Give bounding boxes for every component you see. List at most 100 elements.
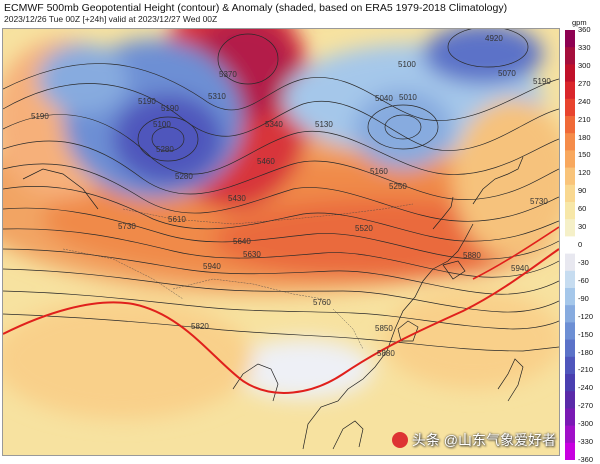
anomaly-shading xyxy=(3,29,559,419)
contour-label: 5630 xyxy=(243,250,261,259)
contour-label: 5280 xyxy=(156,145,174,154)
colorbar-tick-label: -60 xyxy=(578,275,589,285)
colorbar-swatch xyxy=(565,47,575,65)
colorbar-swatch xyxy=(565,339,575,358)
borders xyxy=(62,203,414,350)
map-valid-time: 2023/12/26 Tue 00Z [+24h] valid at 2023/… xyxy=(4,14,218,24)
colorbar-tick-label: -300 xyxy=(578,419,594,429)
contour-label: 5940 xyxy=(511,264,529,273)
colorbar-swatch xyxy=(565,425,575,444)
contour-label: 5310 xyxy=(208,92,226,101)
colorbar-tick-label: -330 xyxy=(578,437,594,447)
contour-label: 5190 xyxy=(161,104,179,113)
colorbar-tick-label: 60 xyxy=(578,204,587,214)
colorbar-tick-label: -360 xyxy=(578,455,594,464)
contour-label: 5640 xyxy=(233,237,251,246)
contour-label: 5070 xyxy=(498,69,516,78)
colorbar-swatch xyxy=(565,64,575,83)
colorbar-tick-label: -240 xyxy=(578,383,594,393)
colorbar-tick-label: 360 xyxy=(578,25,591,34)
colorbar-swatch xyxy=(565,391,575,409)
colorbar-swatch xyxy=(565,184,575,203)
colorbar-tick-label: -30 xyxy=(578,257,589,267)
colorbar-tick-label: -180 xyxy=(578,347,594,357)
contour-5880-east-line xyxy=(472,226,559,280)
contour-label: 5820 xyxy=(191,322,209,331)
map-title: ECMWF 500mb Geopotential Height (contour… xyxy=(4,2,508,14)
colorbar-swatch xyxy=(565,98,575,117)
contour-label: 5940 xyxy=(203,262,221,271)
colorbar-swatch xyxy=(565,442,575,460)
colorbar-swatch xyxy=(565,150,575,169)
watermark: 头条 @山东气象爱好者 xyxy=(391,430,556,450)
colorbar-swatch xyxy=(565,305,575,323)
colorbar-tick-label: 330 xyxy=(578,42,591,52)
colorbar-tick-label: 120 xyxy=(578,168,591,178)
watermark-text: 头条 @山东气象爱好者 xyxy=(411,432,556,448)
contour-label: 5370 xyxy=(219,70,237,79)
anomaly-colorbar: gpm 360 330 300 270 240 210 180 150 120 90 60 30 0 -3… xyxy=(562,18,600,464)
contour-label: 5340 xyxy=(265,120,283,129)
colorbar-swatch xyxy=(565,116,575,134)
colorbar-tick-label: 180 xyxy=(578,132,591,142)
contour-label: 5040 xyxy=(375,94,393,103)
colorbar-swatch xyxy=(565,30,575,48)
contour-5880-line xyxy=(3,248,559,394)
contour-label: 4920 xyxy=(485,34,503,43)
map-canvas: 4920 5070 5190 5100 5010 5040 5370 5310 5190 5100… xyxy=(3,29,559,455)
contour-label: 5730 xyxy=(530,197,548,206)
contour-label: 5880 xyxy=(377,349,395,358)
contour-label: 5460 xyxy=(257,157,275,166)
colorbar-tick-label: -150 xyxy=(578,329,594,339)
colorbar-swatch xyxy=(565,270,575,289)
contour-label: 5250 xyxy=(389,182,407,191)
colorbar-tick-label: 300 xyxy=(578,60,591,70)
account-avatar-icon xyxy=(391,432,408,448)
colorbar-swatch xyxy=(565,288,575,306)
contour-label: 5010 xyxy=(399,93,417,102)
colorbar-tick-label: -90 xyxy=(578,293,589,303)
colorbar-swatch xyxy=(565,219,575,237)
weather-map: 4920 5070 5190 5100 5010 5040 5370 5310 5190 5100… xyxy=(2,28,560,456)
contour-label: 5760 xyxy=(313,298,331,307)
contour-label: 5880 xyxy=(463,251,481,260)
colorbar-swatch xyxy=(565,81,575,100)
contour-label: 5190 xyxy=(138,97,156,106)
contour-label: 5190 xyxy=(31,112,49,121)
colorbar-unit: gpm xyxy=(572,18,587,27)
colorbar-swatch xyxy=(565,408,575,427)
contour-label: 5280 xyxy=(175,172,193,181)
colorbar-swatch xyxy=(565,167,575,186)
colorbar-tick-label: 0 xyxy=(578,240,583,249)
colorbar-tick-label: -210 xyxy=(578,365,594,375)
colorbar-tick-label: 240 xyxy=(578,96,591,106)
contour-labels: 4920 5070 5190 5100 5010 5040 5370 5310 5190 5100… xyxy=(31,34,551,358)
colorbar-swatch xyxy=(565,202,575,220)
colorbar-tick-label: 150 xyxy=(578,150,591,160)
colorbar-swatch xyxy=(565,356,575,375)
contour-label: 5850 xyxy=(375,324,393,333)
colorbar-swatch xyxy=(565,133,575,151)
colorbar-swatch xyxy=(565,374,575,392)
contour-label: 5100 xyxy=(398,60,416,69)
contour-label: 5430 xyxy=(228,194,246,203)
contour-label: 5100 xyxy=(153,120,171,129)
colorbar-tick-label: 270 xyxy=(578,78,591,88)
contour-label: 5160 xyxy=(370,167,388,176)
contour-label: 5130 xyxy=(315,120,333,129)
colorbar-swatch xyxy=(565,322,575,341)
colorbar-strip xyxy=(565,30,575,460)
contour-label: 5610 xyxy=(168,215,186,224)
colorbar-tick-label: 90 xyxy=(578,186,587,196)
colorbar-swatch xyxy=(565,253,575,272)
colorbar-tick-label: 30 xyxy=(578,222,587,232)
map-header: ECMWF 500mb Geopotential Height (contour… xyxy=(0,0,560,26)
contour-label: 5520 xyxy=(355,224,373,233)
contour-label: 5190 xyxy=(533,77,551,86)
height-contours xyxy=(3,29,559,352)
colorbar-tick-label: -270 xyxy=(578,401,594,411)
contour-label: 5730 xyxy=(118,222,136,231)
coastlines xyxy=(22,156,524,450)
colorbar-swatch xyxy=(565,236,575,255)
colorbar-tick-label: -120 xyxy=(578,311,594,321)
